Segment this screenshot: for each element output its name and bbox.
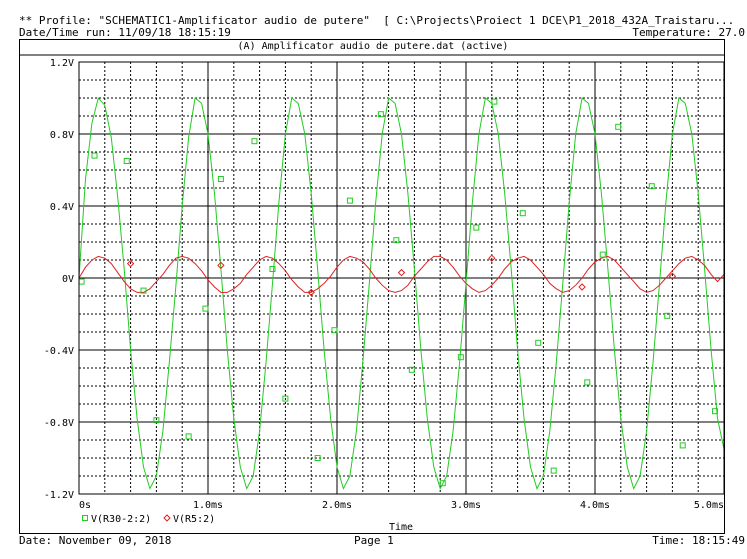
data-point-marker xyxy=(393,237,400,244)
data-point-marker xyxy=(251,138,258,145)
data-point-marker xyxy=(185,433,192,440)
data-point-marker xyxy=(78,278,85,285)
data-point-marker xyxy=(664,312,671,319)
chart-title: (A) Amplificator audio de putere.dat (ac… xyxy=(238,41,509,52)
x-tick-label: 5.0ms xyxy=(694,500,724,511)
data-point-marker xyxy=(377,111,384,118)
y-tick-label: 0.4V xyxy=(50,202,74,213)
series-line-0 xyxy=(78,96,725,490)
y-tick-label: 0.8V xyxy=(50,130,74,141)
data-point-marker xyxy=(584,379,591,386)
data-point-marker xyxy=(408,366,415,373)
data-point-marker xyxy=(307,288,315,297)
series-line-1 xyxy=(78,255,725,293)
data-point-marker xyxy=(282,395,289,402)
data-point-marker xyxy=(491,98,498,105)
plot-area xyxy=(78,61,725,495)
legend-label: V(R30-2:2) xyxy=(91,514,151,525)
datetime-run: Date/Time run: 11/09/18 18:15:19 xyxy=(19,26,231,39)
data-point-marker xyxy=(217,261,225,270)
data-point-marker xyxy=(457,354,464,361)
data-point-marker xyxy=(550,467,557,474)
data-point-marker xyxy=(535,339,542,346)
data-point-marker xyxy=(599,251,606,258)
data-point-marker xyxy=(488,254,496,262)
x-tick-label: 3.0ms xyxy=(451,500,481,511)
data-point-marker xyxy=(140,287,147,294)
data-point-marker xyxy=(91,152,98,159)
y-tick-label: 0V xyxy=(62,274,74,285)
x-tick-label: 2.0ms xyxy=(322,500,352,511)
footer-date: Date: November 09, 2018 xyxy=(19,534,172,547)
data-point-marker xyxy=(314,455,321,461)
data-point-marker xyxy=(668,272,677,280)
series-lines xyxy=(78,96,725,490)
legend-marker-square-icon xyxy=(82,515,88,521)
y-axis-ticks: 1.2V 0.8V 0.4V 0V -0.4V -0.8V -1.2V xyxy=(44,58,74,501)
grid xyxy=(78,61,725,495)
data-point-marker xyxy=(648,183,655,190)
data-point-marker xyxy=(126,259,135,268)
data-point-marker xyxy=(202,305,209,312)
data-point-marker xyxy=(615,123,622,130)
y-tick-label: 1.2V xyxy=(50,58,74,69)
temperature-readout: Temperature: 27.0 xyxy=(632,26,745,39)
footer-time: Time: 18:15:49 xyxy=(652,534,745,547)
data-point-marker xyxy=(578,283,586,291)
profile-line: ** Profile: "SCHEMATIC1-Amplificator aud… xyxy=(19,14,735,27)
data-point-marker xyxy=(397,268,406,277)
y-tick-label: -0.4V xyxy=(44,346,74,357)
data-point-marker xyxy=(679,442,686,449)
data-point-marker xyxy=(153,417,160,424)
series-markers xyxy=(78,98,718,487)
data-point-marker xyxy=(439,480,446,487)
x-axis-ticks: 0s 1.0ms 2.0ms 3.0ms 4.0ms 5.0ms xyxy=(79,500,724,511)
data-point-marker xyxy=(269,266,276,272)
footer-page: Page 1 xyxy=(354,534,394,547)
legend-marker-diamond-icon xyxy=(163,514,171,522)
y-tick-label: -0.8V xyxy=(44,418,74,429)
data-point-marker xyxy=(473,224,480,231)
data-point-marker xyxy=(217,176,224,182)
data-point-marker xyxy=(346,197,353,204)
x-axis-label: Time xyxy=(389,522,413,533)
x-tick-label: 1.0ms xyxy=(193,500,223,511)
data-point-marker xyxy=(331,327,338,334)
x-tick-label: 0s xyxy=(79,500,91,511)
data-point-marker xyxy=(123,158,130,164)
data-point-marker xyxy=(711,408,718,415)
legend-label: V(R5:2) xyxy=(173,514,215,525)
x-tick-label: 4.0ms xyxy=(580,500,610,511)
y-tick-label: -1.2V xyxy=(44,490,74,501)
legend: V(R30-2:2) V(R5:2) xyxy=(82,514,215,525)
data-point-marker xyxy=(519,210,526,217)
